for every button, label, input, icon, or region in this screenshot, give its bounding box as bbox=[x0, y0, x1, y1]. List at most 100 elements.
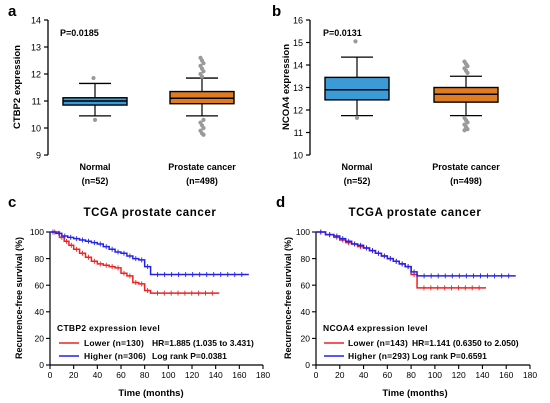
panel-letter-a: a bbox=[8, 3, 17, 20]
x-tick-label: 80 bbox=[140, 370, 150, 380]
x-tick-label: 140 bbox=[475, 370, 489, 380]
x-n-cancer: (n=498) bbox=[186, 176, 218, 186]
x-label-cancer: Prostate cancer bbox=[432, 162, 500, 172]
y-tick-label: 20 bbox=[301, 334, 311, 344]
y-tick-label: 16 bbox=[293, 16, 303, 26]
y-tick-label: 11 bbox=[294, 128, 303, 138]
x-n-cancer: (n=498) bbox=[450, 176, 482, 186]
log-rank-p: Log rank P=0.0381 bbox=[152, 351, 227, 361]
panel-letter-c: c bbox=[8, 194, 16, 211]
x-axis-label: Time (months) bbox=[118, 388, 183, 399]
survival-curve-higher bbox=[316, 231, 516, 277]
outlier-point bbox=[462, 128, 467, 133]
y-axis-label: CTBP2 expression bbox=[12, 45, 23, 129]
y-tick-label: 0 bbox=[305, 360, 310, 370]
y-tick-label: 14 bbox=[31, 16, 41, 26]
box-cancer bbox=[433, 59, 499, 133]
x-tick-label: 20 bbox=[335, 370, 345, 380]
x-tick-label: 100 bbox=[161, 370, 175, 380]
y-tick-label: 60 bbox=[301, 280, 311, 290]
x-tick-label: 120 bbox=[185, 370, 199, 380]
y-tick-label: 15 bbox=[293, 38, 303, 48]
x-tick-label: 160 bbox=[232, 370, 246, 380]
x-tick-label: 140 bbox=[209, 370, 223, 380]
y-tick-label: 13 bbox=[31, 43, 41, 53]
box-cancer bbox=[169, 55, 235, 137]
outlier-point bbox=[199, 74, 205, 79]
y-tick-label: 13 bbox=[293, 83, 303, 93]
x-n-normal: (n=52) bbox=[344, 176, 371, 186]
survival-curve-lower bbox=[316, 231, 487, 289]
y-tick-label: 10 bbox=[31, 124, 41, 134]
boxplot-panel-a: P=0.0185 CTBP2 expression 9 10 11 12 13 14 No… bbox=[12, 16, 236, 187]
y-tick-label: 20 bbox=[35, 334, 45, 344]
x-tick-label: 100 bbox=[428, 370, 442, 380]
legend-title: NCOA4 expression level bbox=[323, 323, 428, 333]
outlier-point bbox=[354, 115, 360, 120]
y-axis-label: Recurrence-free survival (%) bbox=[14, 237, 24, 359]
x-tick-label: 40 bbox=[93, 370, 103, 380]
box-iqr bbox=[324, 76, 390, 101]
outlier-point bbox=[92, 117, 98, 122]
y-tick-label: 12 bbox=[31, 70, 41, 80]
outlier-point bbox=[201, 132, 206, 137]
x-label-cancer: Prostate cancer bbox=[168, 162, 236, 172]
legend-title: CTBP2 expression level bbox=[57, 323, 160, 333]
legend-label-lower: Lower (n=130) bbox=[84, 338, 144, 348]
x-tick-label: 80 bbox=[406, 370, 416, 380]
outlier-point bbox=[465, 64, 470, 69]
outlier-point bbox=[201, 117, 206, 122]
log-rank-p: Log rank P=0.6591 bbox=[412, 351, 487, 361]
x-tick-label: 180 bbox=[523, 370, 537, 380]
x-label-normal: Normal bbox=[79, 162, 110, 172]
y-tick-label: 10 bbox=[293, 151, 303, 161]
x-tick-label: 40 bbox=[359, 370, 369, 380]
y-tick-label: 0 bbox=[39, 360, 44, 370]
y-tick-label: 40 bbox=[35, 307, 45, 317]
x-label-normal: Normal bbox=[341, 162, 372, 172]
legend-label-higher: Higher (n=293) bbox=[348, 351, 410, 361]
x-tick-label: 0 bbox=[314, 370, 319, 380]
y-tick-label: 80 bbox=[301, 254, 311, 264]
x-tick-label: 0 bbox=[48, 370, 53, 380]
p-value-annotation: P=0.0185 bbox=[60, 28, 99, 38]
y-tick-label: 100 bbox=[296, 227, 310, 237]
y-axis-label: Recurrence-free survival (%) bbox=[283, 237, 293, 359]
chart-title: TCGA prostate cancer bbox=[84, 207, 217, 219]
x-tick-label: 60 bbox=[383, 370, 393, 380]
x-tick-label: 20 bbox=[69, 370, 79, 380]
y-tick-label: 14 bbox=[293, 61, 303, 71]
y-axis-label: NCOA4 expression bbox=[281, 44, 292, 130]
panel-letter-d: d bbox=[276, 194, 285, 211]
y-tick-label: 12 bbox=[293, 106, 303, 116]
p-value-annotation: P=0.0131 bbox=[323, 28, 362, 38]
box-normal bbox=[324, 39, 390, 120]
x-tick-label: 160 bbox=[499, 370, 513, 380]
outlier-point bbox=[465, 70, 470, 75]
y-tick-label: 11 bbox=[32, 97, 41, 107]
survival-panel-c: TCGA prostate cancer Recurrence-free sur… bbox=[14, 207, 270, 399]
outlier-point bbox=[201, 125, 206, 131]
survival-panel-d: TCGA prostate cancer Recurrence-free sur… bbox=[283, 207, 537, 399]
box-normal bbox=[62, 75, 128, 122]
y-tick-label: 60 bbox=[35, 280, 45, 290]
x-tick-label: 180 bbox=[256, 370, 270, 380]
y-tick-label: 9 bbox=[36, 151, 41, 161]
hazard-ratio: HR=1.141 (0.6350 to 2.050) bbox=[412, 338, 519, 348]
x-tick-label: 120 bbox=[452, 370, 466, 380]
y-tick-label: 80 bbox=[35, 254, 45, 264]
x-axis-label: Time (months) bbox=[382, 388, 447, 399]
hazard-ratio: HR=1.885 (1.035 to 3.431) bbox=[152, 338, 254, 348]
survival-curve-higher bbox=[50, 231, 249, 276]
y-tick-label: 100 bbox=[30, 227, 44, 237]
y-tick-label: 40 bbox=[301, 307, 311, 317]
legend-label-lower: Lower (n=143) bbox=[348, 338, 408, 348]
outlier-point bbox=[91, 75, 96, 81]
boxplot-panel-b: P=0.0131 NCOA4 expression 10 11 12 13 14 15 16… bbox=[281, 16, 500, 187]
outlier-point bbox=[465, 120, 470, 125]
chart-title: TCGA prostate cancer bbox=[349, 207, 482, 219]
survival-curve-lower bbox=[50, 231, 220, 294]
x-n-normal: (n=52) bbox=[82, 176, 109, 186]
x-tick-label: 60 bbox=[116, 370, 126, 380]
